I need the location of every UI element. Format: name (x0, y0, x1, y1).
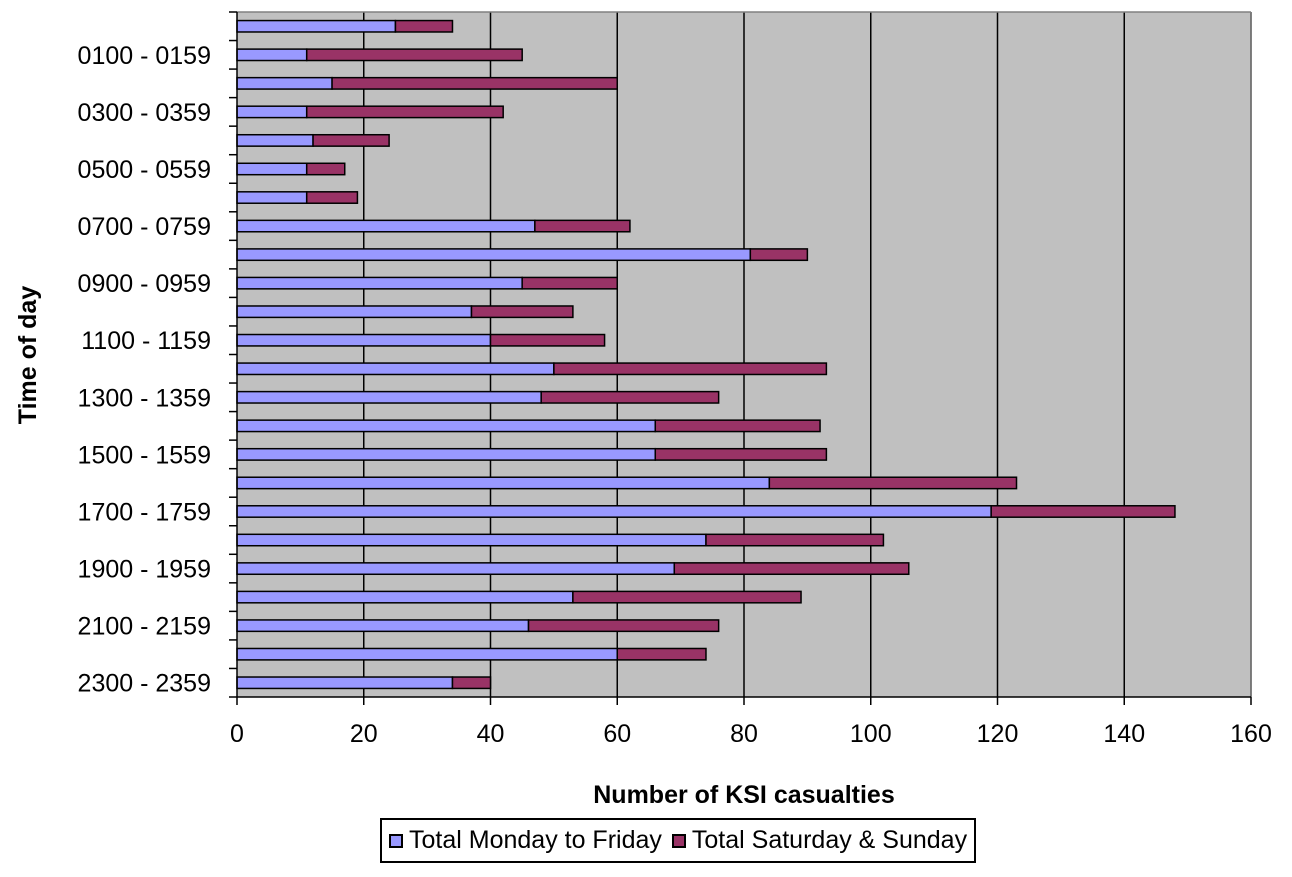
y-tick-label-1900-1959: 1900 - 1959 (78, 556, 211, 584)
x-tick-label-60: 60 (603, 720, 631, 748)
bar-weekend-0000-0059 (394, 19, 454, 33)
bar-weekday-1000-1059 (236, 305, 473, 319)
bar-weekday-2200-2259 (236, 647, 618, 661)
y-tick-label-0500-0559: 0500 - 0559 (78, 156, 211, 184)
bar-weekend-0300-0359 (305, 105, 504, 119)
bar-weekday-0200-0259 (236, 76, 333, 90)
axes: 0 20 40 60 80 100 120 140 160 0100 - 0159 0300 - 0… (78, 11, 1272, 748)
bar-weekday-1700-1759 (236, 505, 992, 518)
bar-weekend-0600-0659 (305, 191, 359, 204)
y-axis-title: Time of day (14, 286, 42, 425)
bar-weekday-2300-2359 (236, 676, 454, 690)
bar-weekday-0000-0059 (236, 19, 397, 33)
bar-weekend-0800-0859 (749, 248, 809, 262)
y-tick-label-1500-1559: 1500 - 1559 (78, 441, 211, 469)
bar-weekend-1400-1459 (654, 419, 821, 433)
bar-weekend-1800-1859 (705, 533, 885, 547)
y-tick-label-0100-0159: 0100 - 0159 (78, 42, 211, 70)
y-tick-label-2300-2359: 2300 - 2359 (78, 670, 211, 698)
bar-weekday-1300-1359 (236, 390, 542, 404)
bar-weekend-1300-1359 (540, 390, 720, 404)
y-tick-label-1300-1359: 1300 - 1359 (78, 384, 211, 412)
bar-weekday-2000-2059 (236, 590, 574, 604)
x-tick-label-100: 100 (850, 720, 892, 748)
legend-label-weekend: Total Saturday & Sunday (691, 826, 968, 854)
bar-weekend-2300-2359 (451, 676, 492, 690)
bar-weekday-0100-0159 (236, 48, 308, 62)
legend: Total Monday to Friday Total Saturday & … (380, 818, 977, 863)
bar-weekend-2200-2259 (616, 647, 707, 661)
x-tick-label-20: 20 (350, 720, 378, 748)
bar-weekend-1100-1159 (489, 333, 606, 347)
bar-weekday-1500-1559 (236, 447, 657, 461)
legend-swatch-weekday (389, 833, 403, 848)
bar-weekend-0200-0259 (331, 76, 618, 90)
bar-weekday-0700-0759 (236, 219, 536, 233)
x-tick-label-0: 0 (230, 720, 244, 748)
bar-weekday-0300-0359 (236, 105, 308, 119)
bar-weekday-0600-0659 (236, 191, 308, 204)
legend-label-weekday: Total Monday to Friday (409, 826, 662, 854)
bar-weekday-0900-0959 (236, 276, 523, 290)
bar-weekend-1700-1759 (990, 505, 1176, 518)
bar-weekend-0500-0559 (305, 162, 346, 176)
bar-weekend-1000-1059 (470, 305, 574, 319)
y-tick-label-0700-0759: 0700 - 0759 (78, 213, 211, 241)
bar-weekday-0500-0559 (236, 162, 308, 176)
x-axis-title: Number of KSI casualties (593, 781, 894, 809)
bar-weekday-0800-0859 (236, 248, 752, 262)
bar-weekday-2100-2159 (236, 619, 530, 633)
gridlines (237, 11, 1252, 697)
y-tick-label-0300-0359: 0300 - 0359 (78, 99, 211, 127)
bar-weekend-0100-0159 (305, 48, 523, 62)
bar-weekend-1500-1559 (654, 447, 828, 461)
bar-weekend-1900-1959 (673, 562, 910, 576)
bar-weekday-1100-1159 (236, 333, 492, 347)
bar-weekday-1600-1659 (236, 476, 771, 490)
bar-weekday-1800-1859 (236, 533, 707, 547)
legend-swatch-weekend (671, 833, 686, 848)
bar-weekend-1600-1659 (768, 476, 1018, 490)
x-tick-label-160: 160 (1230, 720, 1272, 748)
bar-weekend-2100-2159 (527, 619, 720, 633)
bar-weekend-2000-2059 (572, 590, 802, 604)
x-tick-label-140: 140 (1103, 720, 1145, 748)
y-tick-label-1100-1159: 1100 - 1159 (81, 327, 211, 355)
x-tick-label-40: 40 (477, 720, 505, 748)
bar-weekday-0400-0459 (236, 133, 314, 147)
bar-weekday-1400-1459 (236, 419, 657, 433)
bar-weekday-1200-1259 (236, 362, 555, 376)
y-tick-label-0900-0959: 0900 - 0959 (78, 270, 211, 298)
bar-weekend-1200-1259 (553, 362, 828, 376)
bar-weekday-1900-1959 (236, 562, 676, 576)
legend-item-weekday: Total Monday to Friday (389, 826, 662, 855)
y-tick-label-1700-1759: 1700 - 1759 (78, 498, 211, 526)
bar-weekend-0700-0759 (534, 219, 631, 233)
y-tick-label-2100-2159: 2100 - 2159 (78, 613, 211, 641)
bars (236, 19, 1176, 690)
x-tick-label-120: 120 (977, 720, 1019, 748)
bar-weekend-0900-0959 (521, 276, 618, 290)
legend-item-weekend: Total Saturday & Sunday (671, 826, 968, 855)
bar-weekend-0400-0459 (312, 133, 390, 147)
x-tick-label-80: 80 (730, 720, 758, 748)
